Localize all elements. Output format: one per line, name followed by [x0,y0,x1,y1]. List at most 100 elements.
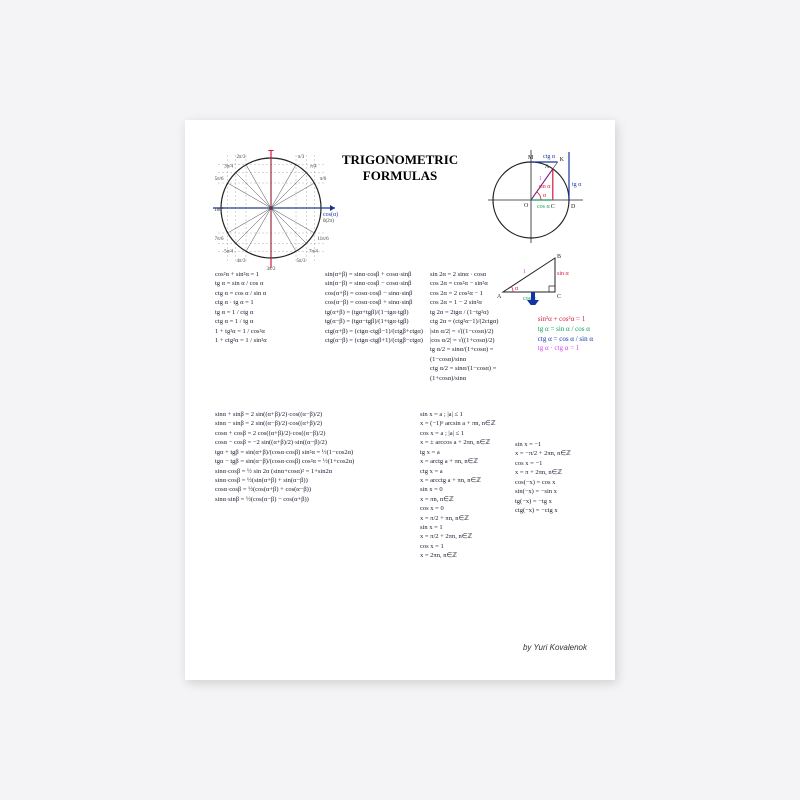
formula-line: tg 2α = 2tgα / (1−tg²α) [430,308,525,317]
formula-line: sin(−x) = −sin x [515,487,605,496]
formula-line: |cos α/2| = √((1+cosα)/2) [430,336,525,345]
identity-line: sin²α + cos²α = 1 [538,315,593,325]
formula-line: x = (−1)ⁿ arcsin a + πn, n∈ℤ [420,419,520,428]
formula-line: x = arcctg a + πn, n∈ℤ [420,476,520,485]
formula-line: x = π/2 + πn, n∈ℤ [420,514,520,523]
svg-text:(π) 180°: (π) 180° [213,208,224,213]
formula-line: cos²α + sin²α = 1 [215,270,325,279]
formula-line: cosα + cosβ = 2 cos((α+β)/2)·cos((α−β)/2… [215,429,415,438]
formulas-addition: sin(α+β) = sinα·cosβ + cosα·sinβsin(α−β)… [325,270,435,345]
svg-text:M: M [528,155,534,161]
formula-line: ctg α = 1 / tg α [215,317,325,326]
svg-text:A: A [545,164,550,170]
svg-text:π/2: π/2 [268,150,275,152]
formula-line: ctg(α+β) = (ctgα·ctgβ−1)/(ctgβ+ctgα) [325,327,435,336]
formula-line: tg α = sin α / cos α [215,279,325,288]
formula-line: cos(α−β) = cosα·cosβ + sinα·sinβ [325,298,435,307]
svg-text:π/6: π/6 [320,177,327,182]
formula-line: tgα − tgβ = sin(α−β)/(cosα·cosβ) cos²α =… [215,457,415,466]
svg-text:3π/4: 3π/4 [224,165,233,170]
svg-text:0(2π): 0(2π) [323,219,334,224]
formula-line: cos x = a ; |a| ≤ 1 [420,429,520,438]
formula-line: cos(−x) = cos x [515,478,605,487]
author-credit: by Yuri Kovalenok [523,643,587,652]
formula-line: ctg x = a [420,467,520,476]
svg-text:C: C [557,294,561,300]
formula-line: sin x = 0 [420,485,520,494]
formula-line: cosα·cosβ = ½(cos(α+β) + cos(α−β)) [215,485,415,494]
formula-line: x = −π/2 + 2πn, n∈ℤ [515,449,605,458]
svg-text:11π/6: 11π/6 [317,237,329,242]
formula-line: ctg(−x) = −ctg x [515,506,605,515]
formula-line: ctg α · tg α = 1 [215,298,325,307]
formula-line: sin 2α = 2 sinα · cosα [430,270,525,279]
formula-line: ctg(α−β) = (ctgα·ctgβ+1)/(ctgβ−ctgα) [325,336,435,345]
svg-text:B: B [557,254,561,260]
formulas-equations: sin x = a ; |a| ≤ 1x = (−1)ⁿ arcsin a + … [420,410,520,561]
formula-line: sinα·cosβ = ½ sin 2α (sinα+cosα)² = 1+si… [215,467,415,476]
formulas-parity: sin x = −1x = −π/2 + 2πn, n∈ℤcos x = −1x… [515,440,605,515]
formula-line: cos 2α = 2 cos²α − 1 [430,289,525,298]
formula-line: x = arctg a + πn, n∈ℤ [420,457,520,466]
formula-line: cos 2α = 1 − 2 sin²α [430,298,525,307]
svg-text:C: C [551,204,555,210]
formula-line: ctg α = cos α / sin α [215,289,325,298]
trig-definition-circle: [object Object]MKABOCDctg αtg α1sin αcos… [483,148,593,248]
formula-line: cos(α+β) = cosα·cosβ − sinα·sinβ [325,289,435,298]
unit-circle-diagram: 0π/6π/4π/3π/22π/33π/45π/6π7π/65π/44π/33π… [213,150,343,280]
formula-line: cos x = 1 [420,542,520,551]
poster-card: TRIGONOMETRIC FORMULAS 0π/6π/4π/3π/22π/3… [185,120,615,680]
formula-line: sin x = a ; |a| ≤ 1 [420,410,520,419]
formula-line: x = πn, n∈ℤ [420,495,520,504]
formula-line: cos x = 0 [420,504,520,513]
formula-line: sinα + sinβ = 2 sin((α+β)/2)·cos((α−β)/2… [215,410,415,419]
formula-line: x = ± arccos a + 2πn, n∈ℤ [420,438,520,447]
formula-line: cos 2α = cos²α − sin²α [430,279,525,288]
svg-text:5π/3: 5π/3 [297,259,306,264]
formula-line: sinα − sinβ = 2 sin((α−β)/2)·cos((α+β)/2… [215,419,415,428]
formula-line: ctg 2α = (ctg²α−1)/(2ctgα) [430,317,525,326]
formula-line: |sin α/2| = √((1−cosα)/2) [430,327,525,336]
formula-line: sinα·cosβ = ½(sin(α+β) + sin(α−β)) [215,476,415,485]
svg-text:O: O [524,203,529,209]
formula-line: tg(α+β) = (tgα+tgβ)/(1−tgα·tgβ) [325,308,435,317]
identity-line: tg α · ctg α = 1 [538,344,593,354]
svg-text:D: D [571,204,576,210]
formulas-sum-to-product: sinα + sinβ = 2 sin((α+β)/2)·cos((α−β)/2… [215,410,415,504]
svg-text:5π/6: 5π/6 [215,177,224,182]
formula-line: tg α = 1 / ctg α [215,308,325,317]
formula-line: tg x = a [420,448,520,457]
svg-text:K: K [560,157,565,163]
formula-line: sin x = 1 [420,523,520,532]
formula-line: ctg α/2 = sinα/(1−cosα) = (1+cosα)/sinα [430,364,525,383]
formula-line: 1 + ctg²α = 1 / sin²α [215,336,325,345]
poster-title: TRIGONOMETRIC FORMULAS [342,152,458,183]
svg-text:4π/3: 4π/3 [237,259,246,264]
svg-text:cos α: cos α [537,204,550,210]
svg-text:2π/3: 2π/3 [237,155,246,160]
fundamental-identities: sin²α + cos²α = 1tg α = sin α / cos αctg… [538,315,593,354]
svg-text:7π/4: 7π/4 [309,249,318,254]
svg-text:sin α: sin α [557,271,570,277]
formula-line: x = π/2 + 2πn, n∈ℤ [420,532,520,541]
formula-line: x = π + 2πn, n∈ℤ [515,468,605,477]
formula-line: sin(α+β) = sinα·cosβ + cosα·sinβ [325,270,435,279]
svg-text:cos(α): cos(α) [323,211,338,218]
formula-line: 1 + tg²α = 1 / cos²α [215,327,325,336]
formula-line: cos x = −1 [515,459,605,468]
formulas-pythagorean: cos²α + sin²α = 1tg α = sin α / cos αctg… [215,270,325,345]
svg-text:tg α: tg α [572,182,582,188]
formula-line: tg(−x) = −tg x [515,497,605,506]
formula-line: sin(α−β) = sinα·cosβ − cosα·sinβ [325,279,435,288]
formulas-double-half-angle: sin 2α = 2 sinα · cosαcos 2α = cos²α − s… [430,270,525,383]
svg-text:1: 1 [539,176,542,182]
svg-text:π/3: π/3 [298,155,305,160]
svg-text:α: α [543,193,547,199]
formula-line: sin x = −1 [515,440,605,449]
identity-line: ctg α = cos α / sin α [538,335,593,345]
svg-text:sin α: sin α [539,184,552,190]
formula-line: cosα − cosβ = −2 sin((α+β)/2)·sin((α−β)/… [215,438,415,447]
identity-line: tg α = sin α / cos α [538,325,593,335]
svg-text:ctg α: ctg α [543,154,556,160]
svg-text:5π/4: 5π/4 [224,249,233,254]
